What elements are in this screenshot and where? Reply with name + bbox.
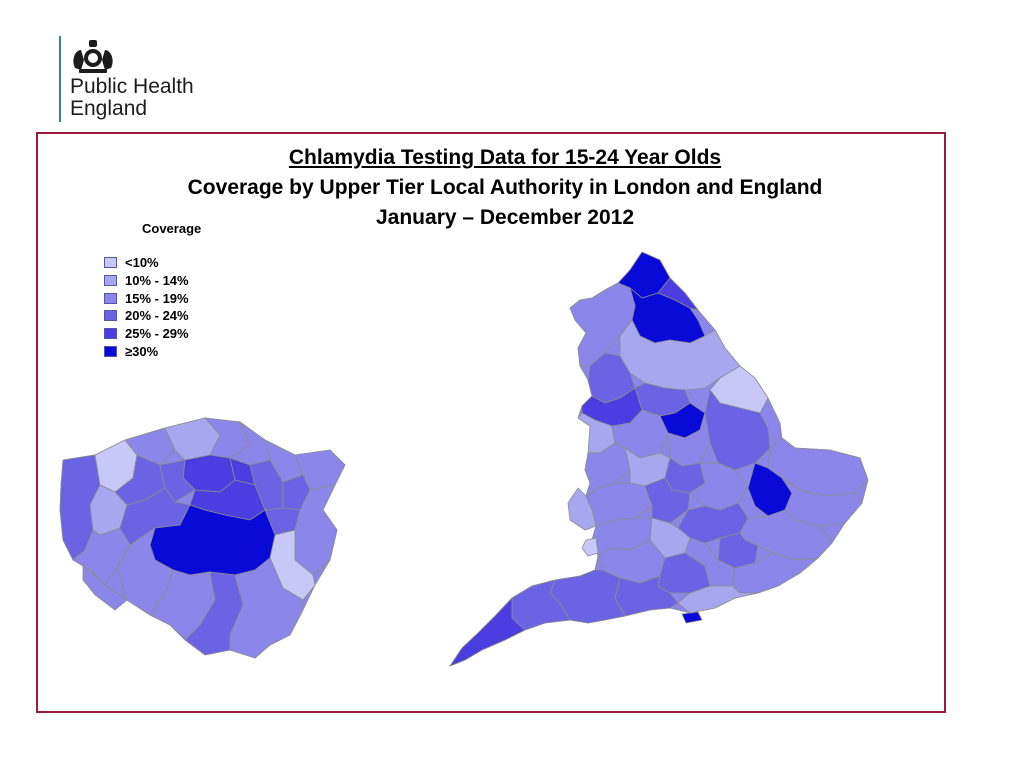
legend-swatch (104, 345, 117, 357)
map-region (657, 277, 700, 311)
legend-swatch (104, 256, 117, 268)
map-region (229, 557, 304, 659)
map-title-block: Chlamydia Testing Data for 15-24 Year Ol… (60, 143, 950, 233)
map-frame (36, 132, 946, 713)
title-line-3: January – December 2012 (376, 206, 634, 229)
brand-name: Public Health England (70, 76, 194, 120)
legend-item: <10% (104, 254, 159, 270)
legend-title: Coverage (142, 221, 202, 236)
map-region (731, 552, 820, 594)
map-region (448, 596, 526, 667)
legend-item: ≥30% (104, 343, 158, 359)
logo-bar (59, 36, 61, 122)
map-region (781, 477, 863, 527)
title-line-2: Coverage by Upper Tier Local Authority i… (187, 176, 823, 199)
brand-name-line1: Public Health (70, 75, 194, 98)
england-map (448, 251, 869, 667)
map-region (677, 585, 759, 614)
phe-logo: Public Health England (59, 36, 219, 126)
legend-label: ≥30% (125, 343, 159, 359)
map-region (681, 611, 703, 624)
map-region (124, 427, 176, 466)
map-region (82, 564, 128, 611)
legend-item: 25% - 29% (104, 325, 189, 341)
legend-swatch (104, 292, 117, 304)
legend-item: 10% - 14% (104, 272, 189, 288)
legend-label: 15% - 19% (125, 290, 189, 306)
legend-swatch (104, 327, 117, 339)
legend-swatch (104, 274, 117, 286)
title-line-1: Chlamydia Testing Data for 15-24 Year Ol… (288, 146, 722, 169)
legend-label: 10% - 14% (125, 272, 189, 288)
legend-swatch (104, 309, 117, 321)
legend-label: <10% (125, 254, 159, 270)
legend-item: 15% - 19% (104, 290, 189, 306)
map-region (581, 537, 599, 557)
brand-name-line2: England (70, 97, 148, 120)
legend-item: 20% - 24% (104, 307, 189, 323)
royal-crest-icon (73, 40, 113, 73)
legend-label: 25% - 29% (125, 325, 189, 341)
legend-label: 20% - 24% (125, 307, 189, 323)
map-region (567, 487, 597, 531)
london-map (59, 417, 346, 659)
